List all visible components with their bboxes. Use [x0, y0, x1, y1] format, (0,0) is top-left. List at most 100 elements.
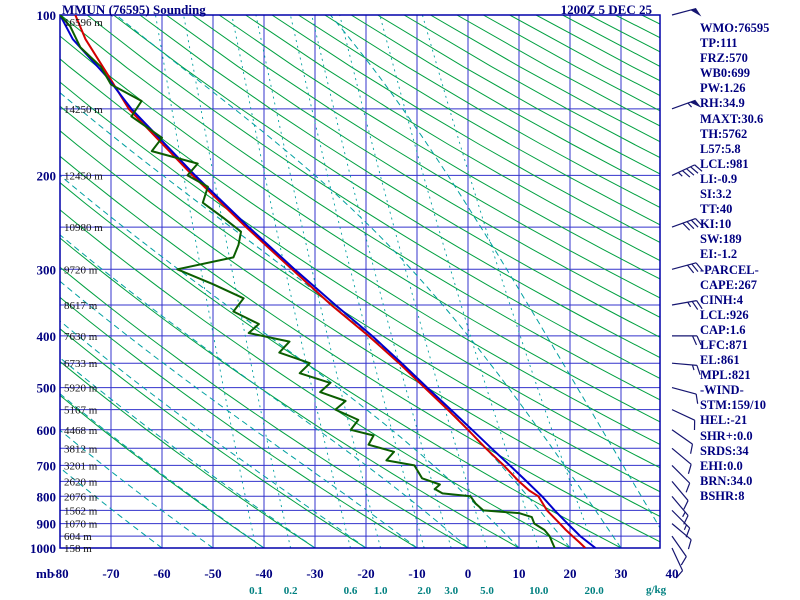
- stat-line: SHR+:0.0: [700, 428, 753, 443]
- mixing-ratio-label: 5.0: [480, 585, 494, 597]
- temperature-tick-label: -60: [153, 566, 170, 581]
- pressure-tick-label: 900: [37, 517, 57, 532]
- wind-barb: [671, 447, 692, 474]
- temperature-tick-label: 0: [465, 566, 472, 581]
- mixing-ratio-label: 1.0: [374, 585, 388, 597]
- height-label: 10980 m: [64, 222, 103, 234]
- plot-frame: [59, 14, 661, 549]
- temperature-tick-label: 30: [615, 566, 628, 581]
- height-label: 8617 m: [64, 300, 98, 312]
- dry-adiabats: [60, 15, 660, 548]
- wind-barb: [671, 535, 687, 566]
- wind-barb: [671, 300, 703, 310]
- height-label: 6733 m: [64, 358, 98, 370]
- wind-barb: [672, 335, 702, 346]
- mixing-ratio-label: 2.0: [417, 585, 431, 597]
- stat-line: TT:40: [700, 202, 733, 217]
- wind-barb-column: [671, 7, 703, 579]
- stat-line: RH:34.9: [700, 96, 745, 111]
- height-label: 9720 m: [64, 264, 98, 276]
- height-label: 158 m: [64, 543, 92, 555]
- stat-line: -PARCEL-: [700, 262, 759, 277]
- pressure-tick-label: 700: [37, 458, 57, 473]
- wind-barb: [671, 429, 694, 454]
- pressure-temperature-grid: [59, 14, 660, 549]
- stat-line: MAXT:30.6: [700, 111, 764, 126]
- stat-line: SRDS:34: [700, 443, 749, 458]
- stat-line: CINH:4: [700, 292, 744, 307]
- stat-line: WB0:699: [700, 66, 750, 81]
- wind-barb: [671, 523, 692, 550]
- stat-line: EHI:0.0: [700, 458, 743, 473]
- stat-line: CAP:1.6: [700, 322, 746, 337]
- stat-line: FRZ:570: [700, 51, 748, 66]
- stat-line: CAPE:267: [700, 277, 757, 292]
- temperature-tick-label: -50: [204, 566, 221, 581]
- stat-line: TH:5762: [700, 126, 748, 141]
- mixing-ratio-label: 3.0: [444, 585, 458, 597]
- height-label: 604 m: [64, 531, 92, 543]
- height-label: 5920 m: [64, 383, 98, 395]
- stats-panel: WMO:76595 TP:111 FRZ:570 WB0:699 PW:1.26 RH:3…: [700, 21, 798, 504]
- dewpoint-profile: [60, 15, 556, 548]
- mixing-ratio-label: 0.1: [249, 585, 263, 597]
- wind-barb: [671, 547, 684, 579]
- wind-barb: [671, 409, 696, 431]
- stat-line: PW:1.26: [700, 81, 746, 96]
- temperature-tick-label: 40: [666, 566, 679, 581]
- height-label: 2076 m: [64, 491, 98, 503]
- stat-line: KI:10: [700, 217, 732, 232]
- temperature-tick-label: 10: [513, 566, 526, 581]
- height-label: 7630 m: [64, 331, 98, 343]
- height-label: 4468 m: [64, 425, 98, 437]
- virtual-temperature-profile: [60, 15, 597, 548]
- wind-barb: [671, 164, 703, 178]
- stat-line: LI:-0.9: [700, 171, 738, 186]
- stat-line: HEL:-21: [700, 413, 748, 428]
- mixing-ratio-label: 0.2: [284, 585, 298, 597]
- stat-line: -WIND-: [700, 383, 744, 398]
- page-title: MMUN (76595) Sounding: [62, 2, 206, 17]
- height-label: 2620 m: [64, 476, 98, 488]
- stat-line: EL:861: [700, 353, 740, 368]
- pressure-tick-label: 1000: [30, 541, 56, 556]
- mixing-ratio-axis-unit: g/kg: [646, 584, 667, 596]
- pressure-axis-unit: mb: [36, 566, 55, 581]
- wind-barb: [671, 217, 703, 231]
- pressure-tick-label: 600: [37, 423, 57, 438]
- wind-barb: [671, 465, 691, 493]
- pressure-tick-label: 100: [37, 8, 57, 23]
- mixing-ratio-label: 10.0: [529, 585, 549, 597]
- pressure-tick-label: 200: [37, 168, 57, 183]
- stat-line: BSHR:8: [700, 488, 745, 503]
- wind-barb: [671, 262, 703, 274]
- pressure-tick-label: 800: [37, 489, 57, 504]
- temperature-tick-label: -10: [408, 566, 425, 581]
- temperature-profile: [74, 15, 586, 548]
- height-label: 1070 m: [64, 519, 98, 531]
- wind-barb: [671, 7, 702, 17]
- stat-line: STM:159/10: [700, 398, 766, 413]
- stat-line: SI:3.2: [700, 187, 732, 202]
- height-label: 16596 m: [64, 17, 103, 29]
- stat-line: LFC:871: [700, 337, 748, 352]
- sounding-datetime: 1200Z 5 DEC 25: [560, 2, 652, 17]
- stat-line: MPL:821: [700, 368, 751, 383]
- stat-line: LCL:926: [700, 307, 749, 322]
- pressure-tick-label: 300: [37, 262, 57, 277]
- stat-line: TP:111: [700, 36, 738, 51]
- temperature-tick-label: -30: [306, 566, 323, 581]
- stat-line: LCL:981: [700, 156, 749, 171]
- temperature-tick-label: -20: [357, 566, 374, 581]
- mixing-ratio-label: 20.0: [584, 585, 604, 597]
- height-label: 5167 m: [64, 405, 98, 417]
- temperature-tick-label: -70: [102, 566, 119, 581]
- height-label: 12450 m: [64, 170, 103, 182]
- stat-line: WMO:76595: [700, 21, 770, 35]
- stat-line: L57:5.8: [700, 141, 741, 156]
- wind-barb: [671, 481, 689, 510]
- wind-barb: [671, 362, 701, 375]
